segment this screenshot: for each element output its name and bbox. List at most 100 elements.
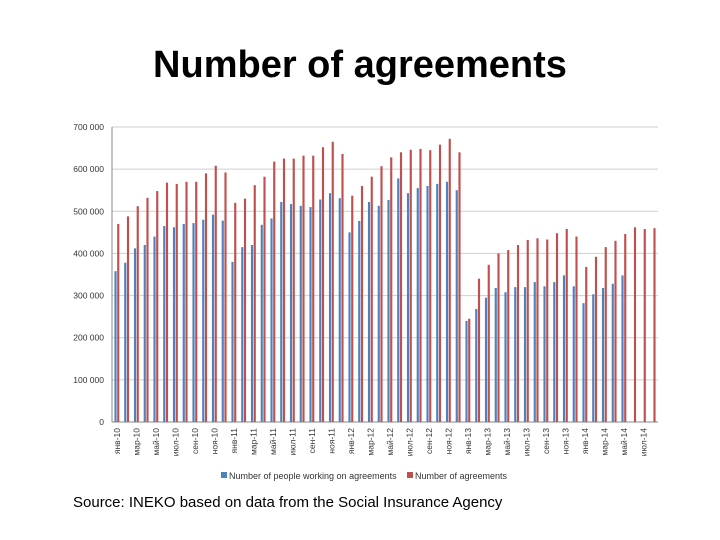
x-tick-label: июл-12 — [404, 428, 414, 456]
x-tick-label: ноя-11 — [326, 428, 336, 454]
bar-agreements — [146, 197, 149, 422]
bar-agreements — [302, 155, 305, 422]
bar-agreements — [643, 228, 646, 422]
bar-agreements — [546, 239, 549, 422]
x-tick-label: май-11 — [268, 428, 278, 455]
bar-people — [367, 202, 371, 422]
bar-people — [416, 188, 419, 422]
bar-agreements — [156, 191, 159, 422]
bar-people — [523, 287, 527, 422]
bar-agreements — [468, 318, 471, 422]
y-tick-label: 500 000 — [73, 206, 104, 216]
bar-people — [299, 205, 302, 422]
bar-people — [348, 232, 351, 422]
bar-agreements — [370, 176, 373, 422]
bar-agreements — [165, 182, 169, 422]
bar-people — [231, 261, 234, 422]
bar-people — [114, 271, 117, 422]
bar-agreements — [477, 278, 481, 422]
bar-agreements — [429, 150, 432, 422]
bar-people — [202, 219, 205, 422]
bar-people — [250, 245, 254, 422]
x-tick-label: сен-13 — [541, 428, 551, 454]
bar-agreements — [175, 183, 178, 422]
bar-people — [192, 223, 195, 422]
bar-people — [621, 275, 624, 422]
bar-agreements — [380, 166, 383, 422]
bar-agreements — [263, 176, 266, 422]
page-title: Number of agreements — [153, 44, 567, 86]
x-tick-label: янв-13 — [463, 428, 473, 454]
bar-agreements — [321, 147, 325, 423]
bar-people — [280, 202, 283, 422]
bar-agreements — [117, 223, 120, 422]
bar-agreements — [575, 236, 578, 422]
x-tick-label: янв-11 — [229, 428, 239, 454]
bar-agreements — [516, 245, 520, 422]
bar-people — [260, 224, 263, 422]
bar-agreements — [312, 155, 315, 422]
bar-agreements — [273, 161, 276, 422]
bar-agreements — [185, 181, 188, 422]
bar-agreements — [458, 152, 461, 423]
x-tick-label: мар-12 — [365, 428, 375, 456]
bar-people — [582, 303, 585, 422]
bar-agreements — [214, 165, 217, 422]
bar-people — [163, 226, 166, 422]
bar-people — [543, 286, 546, 422]
bar-people — [553, 282, 556, 422]
bar-people — [601, 287, 605, 422]
bar-people — [309, 207, 312, 422]
legend-swatch-people — [221, 472, 227, 478]
bar-agreements — [351, 195, 354, 422]
y-tick-label: 300 000 — [73, 291, 104, 301]
bar-people — [338, 198, 341, 422]
bar-agreements — [555, 233, 559, 422]
x-tick-label: май-10 — [151, 428, 161, 456]
bar-people — [182, 223, 185, 422]
bar-agreements — [341, 153, 344, 422]
bar-agreements — [399, 152, 403, 423]
bar-agreements — [633, 227, 637, 422]
bar-agreements — [438, 144, 442, 422]
bar-agreements — [653, 228, 656, 422]
x-tick-label: мар-14 — [599, 428, 609, 456]
bar-people — [494, 287, 497, 422]
bar-agreements — [497, 253, 500, 422]
y-tick-label: 100 000 — [73, 375, 104, 385]
bar-people — [172, 227, 176, 422]
bar-people — [358, 220, 361, 422]
x-tick-label: сен-12 — [424, 428, 434, 454]
bar-agreements — [624, 234, 627, 422]
x-tick-label: май-13 — [502, 428, 512, 456]
bar-people — [572, 286, 575, 422]
bar-people — [465, 320, 468, 422]
bar-agreements — [536, 238, 539, 422]
bar-people — [133, 248, 137, 422]
bar-agreements — [604, 247, 607, 422]
bar-people — [221, 220, 224, 422]
x-tick-label: мар-11 — [248, 428, 258, 455]
bar-people — [397, 178, 400, 422]
bar-people — [445, 181, 449, 422]
bar-agreements — [409, 149, 412, 422]
bar-agreements — [282, 158, 286, 423]
x-tick-label: май-12 — [385, 428, 395, 456]
bar-agreements — [195, 181, 198, 422]
bar-people — [514, 287, 517, 422]
x-tick-label: янв-14 — [580, 428, 590, 454]
bar-people — [484, 297, 488, 422]
bar-people — [143, 245, 146, 422]
legend-label-agreements: Number of agreements — [415, 471, 508, 481]
bar-agreements — [614, 240, 617, 422]
x-tick-label: май-14 — [619, 428, 629, 456]
x-tick-label: мар-10 — [131, 428, 141, 456]
bar-agreements — [331, 141, 334, 422]
bar-people — [504, 292, 507, 422]
bar-agreements — [594, 256, 598, 422]
chart-legend: Number of people working on agreements N… — [221, 471, 508, 481]
bar-agreements — [390, 157, 393, 422]
x-tick-label: сен-11 — [307, 428, 317, 454]
x-axis-ticks: янв-10 мар-10 май-10 июл-10 сен-10 ноя-10 янв-… — [112, 428, 649, 456]
bar-agreements — [243, 198, 247, 422]
